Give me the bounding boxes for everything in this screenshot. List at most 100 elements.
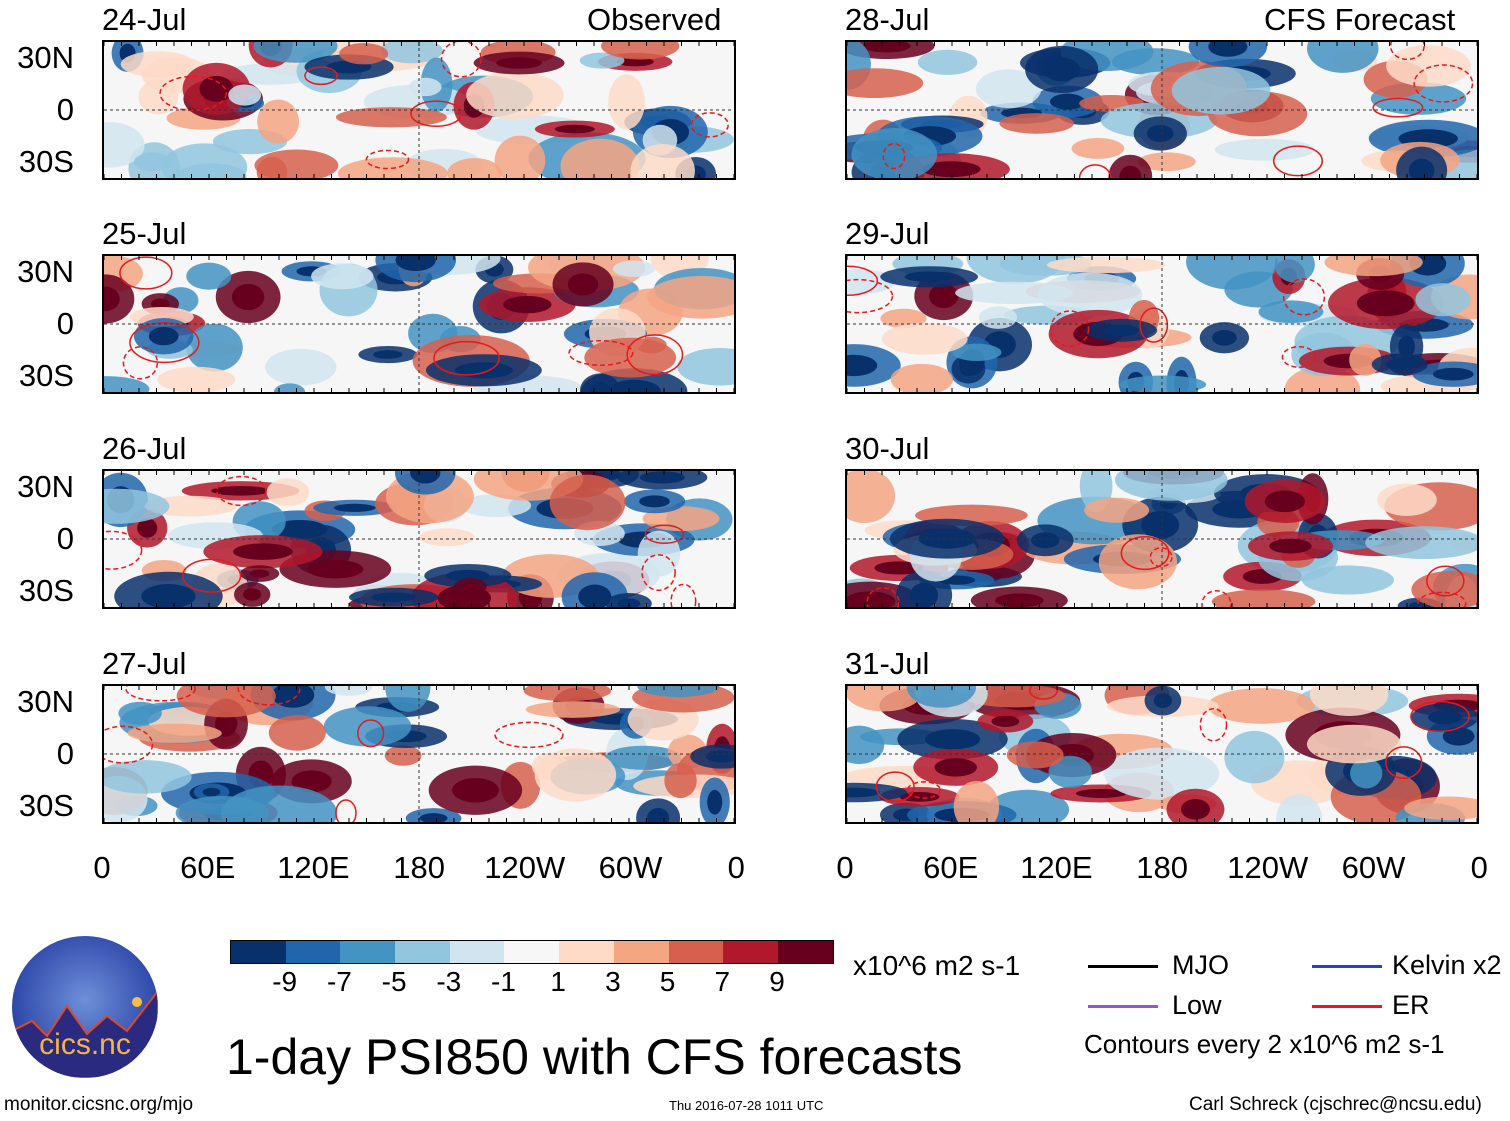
er-contour <box>1120 535 1170 571</box>
er-contour <box>568 339 634 367</box>
anomaly-blob <box>466 71 564 119</box>
anomaly-blob <box>1411 570 1477 607</box>
anomaly-blob <box>601 42 680 60</box>
anomaly-blob <box>975 69 1042 109</box>
er-contour <box>1078 164 1112 178</box>
map-panel <box>845 254 1479 394</box>
panel-date-label: 24-Jul <box>102 2 187 37</box>
footer-timestamp: Thu 2016-07-28 1011 UTC <box>669 1098 824 1113</box>
x-tick-label: 0 <box>93 850 111 885</box>
anomaly-blob <box>1211 589 1316 607</box>
anomaly-blob <box>1386 45 1471 87</box>
anomaly-core <box>921 161 981 178</box>
anomaly-core <box>1075 788 1127 798</box>
colorbar <box>230 940 834 964</box>
map-panel <box>102 469 736 609</box>
anomaly-blob <box>978 306 1018 329</box>
anomaly-blob <box>1306 42 1379 73</box>
psi850-field <box>847 42 1477 178</box>
colorbar-swatch <box>723 941 778 963</box>
colorbar-label: -1 <box>491 966 516 997</box>
anomaly-core <box>446 569 490 582</box>
anomaly-blob <box>525 701 621 718</box>
anomaly-blob <box>118 701 162 725</box>
panel-date-label: 30-Jul <box>845 431 930 466</box>
anomaly-core <box>243 588 262 601</box>
anomaly-blob <box>157 366 236 392</box>
anomaly-core <box>291 770 332 793</box>
anomaly-blob <box>560 138 640 178</box>
anomaly-blob <box>186 262 232 290</box>
anomaly-core <box>1181 799 1210 820</box>
er-contour <box>875 771 915 803</box>
x-tick-label: 120W <box>1227 850 1309 885</box>
anomaly-blob <box>1324 256 1423 277</box>
panel-date-label: 31-Jul <box>845 646 930 681</box>
anomaly-blob <box>955 281 1074 305</box>
colorbar-label: 1 <box>550 966 566 997</box>
anomaly-blob <box>144 495 237 517</box>
units-label: x10^6 m2 s-1 <box>853 950 1021 981</box>
legend-er: ER <box>1392 990 1430 1020</box>
er-contour <box>410 100 463 128</box>
anomaly-blob <box>186 323 243 372</box>
anomaly-core <box>862 42 911 53</box>
anomaly-core <box>249 569 270 578</box>
logo-text: cics.nc <box>39 1028 131 1061</box>
anomaly-blob <box>1214 138 1315 161</box>
anomaly-blob <box>127 723 222 743</box>
anomaly-blob <box>138 79 179 115</box>
anomaly-core <box>1408 158 1435 178</box>
er-contour <box>104 725 154 764</box>
anomaly-core <box>1043 57 1080 82</box>
anomaly-blob <box>1048 755 1092 788</box>
x-tick-label: 0 <box>727 850 745 885</box>
anomaly-core <box>333 503 376 512</box>
er-contour <box>847 278 894 314</box>
anomaly-core <box>1356 290 1415 317</box>
anomaly-blob <box>1404 796 1477 821</box>
colorbar-label: 3 <box>605 966 621 997</box>
psi850-field <box>104 686 734 822</box>
anomaly-blob <box>890 363 953 392</box>
map-panel <box>102 684 736 824</box>
anomaly-blob <box>161 143 248 178</box>
anomaly-blob <box>266 478 310 507</box>
anomaly-core <box>910 582 939 607</box>
er-contour <box>159 75 227 112</box>
er-contour <box>1385 746 1423 780</box>
anomaly-blob <box>579 52 625 69</box>
anomaly-blob <box>120 51 195 78</box>
anomaly-core <box>707 789 723 815</box>
psi850-field <box>104 256 734 392</box>
er-contour <box>847 265 879 297</box>
colorbar-label: 5 <box>659 966 676 997</box>
er-contour <box>129 322 200 364</box>
anomaly-core <box>452 777 499 803</box>
anomaly-core <box>371 592 416 602</box>
anomaly-blob <box>630 144 695 178</box>
anomaly-core <box>373 350 403 359</box>
anomaly-blob <box>549 474 626 531</box>
anomaly-blob <box>1186 256 1278 290</box>
anomaly-blob <box>1115 471 1228 501</box>
legend-low: Low <box>1172 990 1222 1020</box>
er-contour <box>216 475 267 507</box>
y-tick-label: 0 <box>56 92 74 127</box>
anomaly-blob <box>1309 686 1389 717</box>
anomaly-core <box>847 354 878 377</box>
colorbar-label: -7 <box>326 966 352 997</box>
anomaly-blob <box>228 84 262 106</box>
footer-url[interactable]: monitor.cicsnc.org/mjo <box>4 1094 194 1115</box>
anomaly-core <box>1031 532 1060 549</box>
anomaly-core <box>1264 490 1305 513</box>
er-contour <box>641 554 676 592</box>
anomaly-blob <box>534 748 617 802</box>
colorbar-swatch <box>559 941 614 963</box>
anomaly-blob <box>963 686 1066 708</box>
anomaly-blob <box>1365 526 1477 559</box>
anomaly-core <box>991 715 1020 727</box>
anomaly-core <box>271 686 315 708</box>
anomaly-blob <box>1084 497 1150 523</box>
anomaly-core <box>1269 538 1312 554</box>
